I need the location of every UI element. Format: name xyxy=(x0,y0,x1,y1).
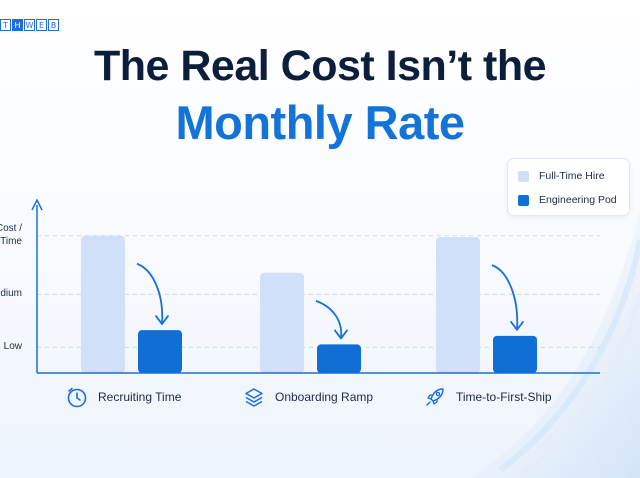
brand-letter: E xyxy=(36,19,47,31)
category-label: Onboarding Ramp xyxy=(275,390,374,404)
legend-label: Full-Time Hire xyxy=(539,170,605,182)
bar-pod-2 xyxy=(493,335,537,373)
legend-swatch xyxy=(518,194,529,206)
reduction-arrowhead xyxy=(155,315,169,326)
decorative-swoosh-line xyxy=(518,289,640,478)
layers-icon xyxy=(245,388,263,407)
decorative-swoosh xyxy=(470,210,640,478)
y-tick-label: Medium xyxy=(0,288,22,300)
reduction-arrowhead xyxy=(334,329,348,340)
clock-icon xyxy=(67,387,87,408)
category-time-to-first-ship: Time-to-First-Ship xyxy=(424,386,552,408)
bar-full-time-2 xyxy=(436,237,480,373)
reduction-arrow xyxy=(491,264,519,330)
decorative-swoosh-line xyxy=(498,239,640,473)
bar-pod-1 xyxy=(317,344,361,373)
legend-swatch xyxy=(518,170,529,182)
chart-legend: Full-Time Hire Engineering Pod xyxy=(507,158,630,216)
brand-letter: H xyxy=(12,19,23,31)
chart-title-line2: Monthly Rate xyxy=(175,96,465,149)
legend-item-full-time: Full-Time Hire xyxy=(518,170,605,182)
bar-full-time-1 xyxy=(260,272,304,373)
reduction-arrow xyxy=(136,262,164,325)
brand-letter: B xyxy=(48,19,59,31)
category-label: Recruiting Time xyxy=(98,390,182,404)
bar-pod-0 xyxy=(138,330,182,373)
y-axis-arrowhead xyxy=(31,198,43,211)
reduction-arrowhead xyxy=(510,320,524,331)
category-label: Time-to-First-Ship xyxy=(456,390,552,404)
category-onboarding-ramp: Onboarding Ramp xyxy=(243,386,373,408)
category-recruiting-time: Recruiting Time xyxy=(66,386,181,408)
rocket-icon xyxy=(426,388,444,406)
brand-logo: T H W E B xyxy=(0,19,60,31)
bar-full-time-0 xyxy=(81,235,125,373)
brand-letter: T xyxy=(0,19,11,31)
y-tick-label: Cost /Time xyxy=(0,222,22,247)
legend-label: Engineering Pod xyxy=(539,194,617,206)
reduction-arrow xyxy=(315,300,343,339)
y-tick-label: Low xyxy=(3,341,22,353)
legend-item-pod: Engineering Pod xyxy=(518,194,617,206)
chart-title-line1: The Real Cost Isn’t the xyxy=(93,42,547,90)
brand-letter: W xyxy=(24,19,35,31)
